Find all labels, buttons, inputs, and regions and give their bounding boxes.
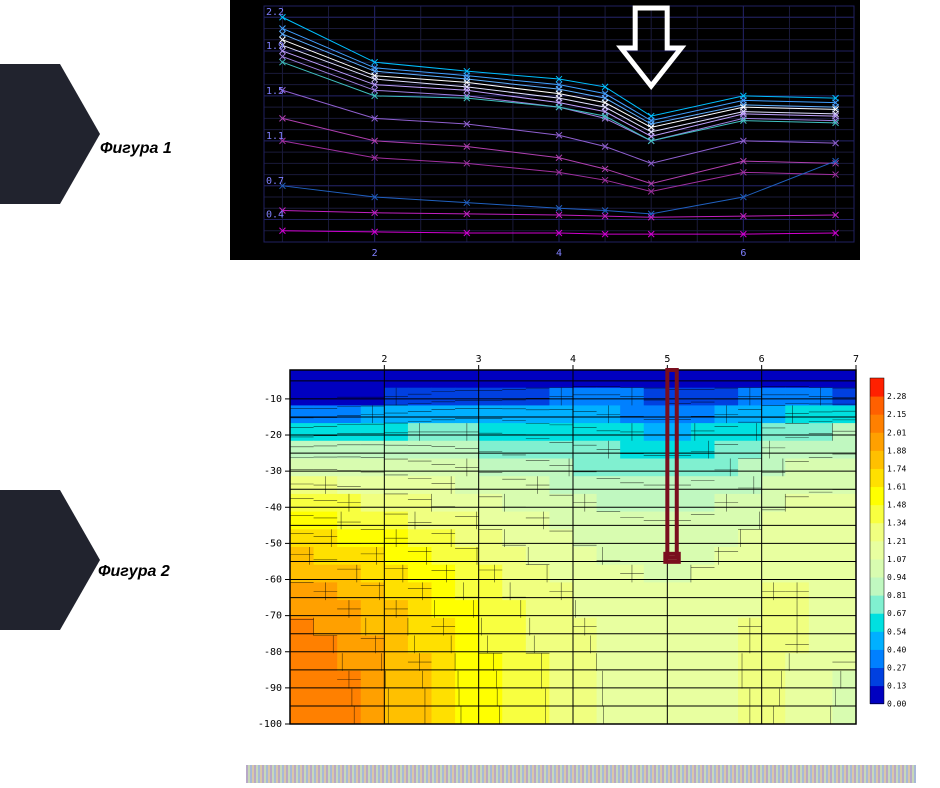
svg-text:0.67: 0.67: [887, 609, 906, 618]
svg-text:-80: -80: [264, 647, 282, 658]
svg-text:-20: -20: [264, 430, 282, 441]
svg-text:2.2: 2.2: [266, 7, 284, 18]
svg-text:4: 4: [570, 354, 576, 365]
svg-text:2.01: 2.01: [887, 428, 906, 437]
svg-text:-60: -60: [264, 575, 282, 586]
svg-text:-50: -50: [264, 538, 282, 549]
svg-text:1.88: 1.88: [887, 446, 906, 455]
svg-text:4: 4: [556, 248, 562, 259]
svg-text:6: 6: [740, 248, 746, 259]
svg-text:1.1: 1.1: [266, 131, 284, 142]
svg-text:0.13: 0.13: [887, 682, 906, 691]
svg-text:6: 6: [759, 354, 765, 365]
svg-text:0.00: 0.00: [887, 700, 906, 709]
svg-text:3: 3: [476, 354, 482, 365]
noise-strip: [246, 765, 916, 783]
figure2-label: Фигура 2: [98, 563, 170, 581]
svg-text:1.07: 1.07: [887, 555, 906, 564]
svg-text:2: 2: [372, 248, 378, 259]
svg-text:5: 5: [664, 354, 670, 365]
svg-text:-10: -10: [264, 394, 282, 405]
svg-text:-40: -40: [264, 502, 282, 513]
svg-text:-100: -100: [258, 719, 282, 730]
svg-text:1.21: 1.21: [887, 537, 906, 546]
arrow-marker-1: [0, 64, 100, 204]
svg-text:0.54: 0.54: [887, 627, 906, 636]
svg-text:-90: -90: [264, 683, 282, 694]
figure1-label: Фигура 1: [100, 140, 172, 158]
svg-text:0.4: 0.4: [266, 210, 284, 221]
svg-text:1.9: 1.9: [266, 41, 284, 52]
svg-text:1.61: 1.61: [887, 483, 906, 492]
figure1-chart: 2 4 6 0.4 0.7 1.1 1.5 1.9 2.2: [230, 0, 860, 260]
svg-text:0.27: 0.27: [887, 663, 906, 672]
svg-text:2.28: 2.28: [887, 392, 906, 401]
svg-text:1.74: 1.74: [887, 464, 906, 473]
figure2-chart: 2 3 4 5 6 7 -10 -20 -30 -40 -50 -60 -70 -80 -90 -100 0.0…: [246, 350, 916, 730]
svg-text:0.81: 0.81: [887, 591, 906, 600]
svg-text:-30: -30: [264, 466, 282, 477]
svg-text:7: 7: [853, 354, 859, 365]
svg-text:0.7: 0.7: [266, 176, 284, 187]
svg-text:2: 2: [381, 354, 387, 365]
svg-text:1.5: 1.5: [266, 86, 284, 97]
arrow-marker-2: [0, 490, 100, 630]
svg-text:2.15: 2.15: [887, 410, 906, 419]
svg-text:1.48: 1.48: [887, 501, 906, 510]
svg-text:1.34: 1.34: [887, 519, 906, 528]
svg-text:0.94: 0.94: [887, 573, 906, 582]
svg-text:-70: -70: [264, 611, 282, 622]
svg-text:0.40: 0.40: [887, 645, 906, 654]
